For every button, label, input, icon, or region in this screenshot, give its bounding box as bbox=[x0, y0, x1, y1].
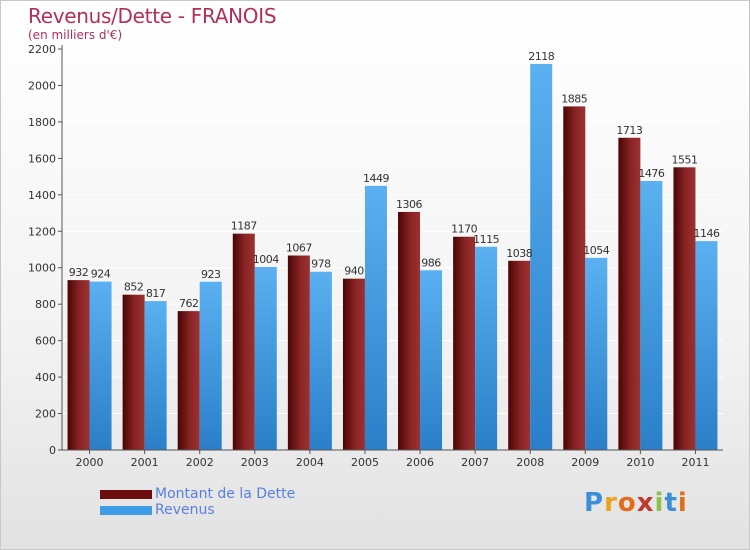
bar-revenue bbox=[89, 281, 112, 450]
bar-revenue bbox=[144, 301, 167, 450]
legend-label-debt: Montant de la Dette bbox=[155, 486, 296, 502]
y-tick-label: 2000 bbox=[28, 79, 56, 92]
data-label: 978 bbox=[311, 258, 331, 271]
bar-revenue bbox=[199, 281, 222, 450]
data-label: 817 bbox=[146, 287, 166, 300]
data-label: 1306 bbox=[396, 198, 422, 211]
y-tick-label: 1000 bbox=[28, 262, 56, 275]
bar-debt bbox=[453, 236, 476, 450]
logo-letter: i bbox=[654, 488, 665, 518]
bar-debt bbox=[287, 255, 310, 450]
legend-swatch-revenue bbox=[100, 505, 152, 515]
legend: Montant de la Dette Revenus bbox=[100, 486, 295, 518]
y-tick-label: 200 bbox=[35, 408, 56, 421]
bar-debt bbox=[673, 167, 696, 451]
bar-debt bbox=[508, 260, 531, 450]
bar-revenue bbox=[585, 257, 608, 450]
data-label: 1885 bbox=[561, 92, 587, 105]
bar-revenue bbox=[309, 271, 332, 450]
data-label: 762 bbox=[179, 297, 199, 310]
data-label: 1476 bbox=[638, 167, 664, 180]
bar-revenue bbox=[254, 266, 277, 450]
bar-debt bbox=[67, 280, 90, 450]
y-tick-label: 600 bbox=[35, 335, 56, 348]
x-tick-label: 2009 bbox=[571, 456, 599, 469]
x-tick-label: 2010 bbox=[626, 456, 654, 469]
y-tick-label: 1800 bbox=[28, 116, 56, 129]
data-label: 986 bbox=[421, 256, 441, 269]
data-label: 1054 bbox=[583, 244, 609, 257]
bar-revenue bbox=[640, 180, 663, 450]
y-tick-label: 1600 bbox=[28, 152, 56, 165]
bar-debt bbox=[232, 233, 255, 450]
data-label: 1004 bbox=[253, 253, 279, 266]
logo-letter: x bbox=[636, 488, 655, 518]
y-tick-label: 1200 bbox=[28, 225, 56, 238]
data-label: 1038 bbox=[506, 247, 532, 260]
legend-item-debt: Montant de la Dette bbox=[100, 486, 295, 502]
bar-revenue bbox=[475, 246, 498, 450]
y-tick-label: 0 bbox=[49, 444, 56, 457]
x-tick-label: 2011 bbox=[681, 456, 709, 469]
legend-swatch-debt bbox=[100, 489, 152, 499]
logo-letter: i bbox=[677, 488, 688, 518]
data-label: 932 bbox=[69, 266, 89, 279]
x-tick-label: 2008 bbox=[516, 456, 544, 469]
data-label: 940 bbox=[344, 265, 364, 278]
bar-revenue bbox=[364, 185, 387, 450]
data-label: 1551 bbox=[671, 153, 697, 166]
logo-letter: P bbox=[584, 488, 605, 518]
chart-subtitle: (en milliers d'€) bbox=[28, 28, 123, 42]
data-label: 852 bbox=[124, 281, 144, 294]
logo-letter: r bbox=[604, 488, 618, 518]
grid-lines bbox=[62, 48, 723, 451]
bar-debt bbox=[563, 106, 586, 451]
proxiti-logo: Proxiti bbox=[584, 488, 688, 518]
x-tick-label: 2005 bbox=[351, 456, 379, 469]
y-tick-label: 800 bbox=[35, 298, 56, 311]
x-tick-label: 2000 bbox=[76, 456, 104, 469]
logo-letter: t bbox=[664, 488, 678, 518]
legend-item-revenue: Revenus bbox=[100, 502, 295, 518]
y-tick-label: 400 bbox=[35, 371, 56, 384]
data-label: 1187 bbox=[231, 220, 257, 233]
data-label: 1713 bbox=[616, 124, 642, 137]
chart-title: Revenus/Dette - FRANOIS bbox=[28, 4, 277, 28]
data-label: 1146 bbox=[693, 227, 719, 240]
logo-letter: o bbox=[617, 488, 637, 518]
data-label: 1115 bbox=[473, 233, 499, 246]
bar-debt bbox=[122, 294, 145, 450]
x-tick-label: 2007 bbox=[461, 456, 489, 469]
data-label: 1067 bbox=[286, 242, 312, 255]
bars bbox=[67, 63, 718, 451]
bar-revenue bbox=[695, 241, 718, 450]
y-tick-label: 1400 bbox=[28, 189, 56, 202]
axes bbox=[58, 45, 723, 454]
x-tick-label: 2003 bbox=[241, 456, 269, 469]
x-tick-label: 2004 bbox=[296, 456, 324, 469]
data-label: 2118 bbox=[528, 50, 554, 63]
x-tick-label: 2006 bbox=[406, 456, 434, 469]
data-label: 924 bbox=[91, 268, 111, 281]
data-label: 1170 bbox=[451, 223, 477, 236]
data-label: 923 bbox=[201, 268, 221, 281]
bar-debt bbox=[177, 311, 200, 450]
bar-debt bbox=[398, 211, 421, 450]
bar-revenue bbox=[420, 270, 443, 450]
labels: 0 200 400 600 800 1000 1200 1400 1600 1800 2000 220… bbox=[28, 43, 720, 469]
x-tick-label: 2001 bbox=[131, 456, 159, 469]
x-tick-label: 2002 bbox=[186, 456, 214, 469]
bar-debt bbox=[618, 137, 641, 450]
data-label: 1449 bbox=[363, 172, 389, 185]
legend-label-revenue: Revenus bbox=[155, 502, 215, 518]
bar-debt bbox=[342, 278, 365, 450]
y-tick-label: 2200 bbox=[28, 43, 56, 56]
bar-revenue bbox=[530, 63, 553, 451]
